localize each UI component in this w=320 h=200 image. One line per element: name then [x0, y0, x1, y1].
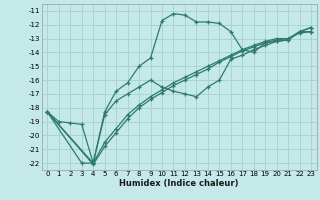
X-axis label: Humidex (Indice chaleur): Humidex (Indice chaleur)	[119, 179, 239, 188]
